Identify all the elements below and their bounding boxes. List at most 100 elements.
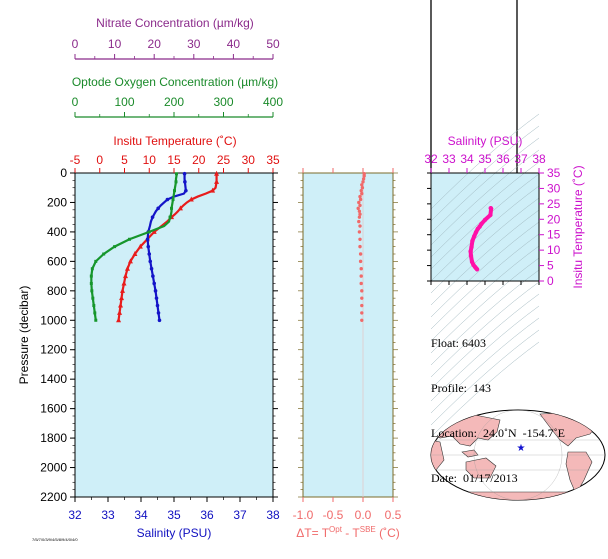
ts-salinity-tick-label: 38 bbox=[532, 152, 546, 166]
temperature-axis-title: Insitu Temperature (˚C) bbox=[113, 134, 236, 148]
float-label: Float: bbox=[431, 336, 460, 350]
location-label: Location: bbox=[431, 426, 477, 440]
delta-t-point bbox=[360, 296, 364, 300]
delta-t-point bbox=[357, 200, 361, 205]
ts-point bbox=[482, 217, 488, 223]
ts-salinity-tick-label: 36 bbox=[496, 152, 510, 166]
nitrate-tick-label: 0 bbox=[72, 37, 79, 51]
delta-t-point bbox=[360, 311, 364, 315]
pressure-tick-label: 1600 bbox=[40, 402, 67, 416]
pressure-tick-label: 1800 bbox=[40, 431, 67, 445]
delta-t-tick-label: 0.0 bbox=[355, 508, 372, 522]
delta-t-point bbox=[359, 281, 363, 286]
oxygen-point bbox=[89, 274, 93, 278]
oxygen-tick-label: 100 bbox=[114, 95, 134, 109]
oxygen-point bbox=[92, 304, 96, 308]
float-id-row: Float: 6403 bbox=[431, 336, 565, 351]
delta-t-point bbox=[358, 252, 363, 256]
float-location-marker: ★ bbox=[517, 443, 526, 454]
delta-t-point bbox=[357, 230, 362, 234]
delta-t-point bbox=[361, 177, 366, 181]
temperature-point bbox=[118, 302, 124, 308]
pressure-tick-label: 1400 bbox=[40, 372, 67, 386]
delta-t-point bbox=[362, 174, 366, 178]
oxygen-point bbox=[90, 289, 94, 293]
salinity-axis-title: Salinity (PSU) bbox=[137, 526, 212, 540]
temperature-point bbox=[137, 243, 143, 249]
ts-density-contour bbox=[430, 125, 540, 222]
float-info: Float: 6403 Profile: 143 Location: 24.0˚… bbox=[431, 306, 565, 501]
footer-tiny-text: 7/5/7/0/3/9/4/5/8/9/4/0/4/0 bbox=[32, 537, 78, 542]
nitrate-tick-label: 10 bbox=[108, 37, 122, 51]
temperature-point bbox=[124, 265, 130, 271]
nitrate-tick-label: 20 bbox=[148, 37, 162, 51]
oxygen-tick-label: 300 bbox=[213, 95, 233, 109]
ts-density-contour bbox=[430, 233, 540, 330]
pressure-tick-label: 800 bbox=[47, 284, 67, 298]
ts-temperature-tick-label: 30 bbox=[547, 181, 561, 195]
pressure-tick-label: 600 bbox=[47, 254, 67, 268]
oxygen-tick-label: 400 bbox=[263, 95, 283, 109]
temperature-tick-label: 10 bbox=[143, 153, 157, 167]
date-row: Date: 01/17/2013 bbox=[431, 471, 565, 486]
pressure-tick-label: 2200 bbox=[40, 490, 67, 504]
delta-t-point bbox=[361, 180, 365, 184]
salinity-point bbox=[155, 303, 160, 308]
temperature-tick-label: 35 bbox=[266, 153, 280, 167]
delta-t-point bbox=[358, 203, 362, 208]
delta-t-point bbox=[358, 194, 362, 199]
oxygen-point bbox=[113, 245, 117, 249]
ts-temperature-tick-label: 35 bbox=[547, 166, 561, 180]
salinity-tick-label: 38 bbox=[266, 508, 280, 522]
ts-density-contour bbox=[430, 197, 540, 294]
ts-density-contour bbox=[430, 161, 540, 258]
oxygen-point bbox=[93, 311, 97, 315]
ts-density-contour bbox=[430, 209, 540, 306]
ts-density-contour bbox=[430, 245, 540, 342]
delta-t-tick-label: 0.5 bbox=[385, 508, 402, 522]
delta-t-point bbox=[358, 237, 362, 241]
delta-t-axis-title: ΔT= TOpt - TSBE (˚C) bbox=[296, 525, 400, 540]
temperature-point bbox=[214, 178, 220, 184]
pressure-tick-label: 1200 bbox=[40, 343, 67, 357]
date-value: 01/17/2013 bbox=[463, 471, 518, 485]
salinity-point bbox=[156, 311, 161, 315]
ts-temperature-tick-label: 20 bbox=[547, 212, 561, 226]
location-value: 24.0˚N -154.7˚E bbox=[482, 426, 565, 440]
oxygen-point bbox=[147, 230, 151, 234]
salinity-point bbox=[183, 180, 187, 184]
temperature-point bbox=[132, 251, 138, 256]
ts-density-contour bbox=[430, 269, 540, 366]
delta-t-plot-background bbox=[302, 172, 394, 498]
temperature-tick-label: 30 bbox=[242, 153, 256, 167]
salinity-point bbox=[146, 244, 151, 249]
salinity-tick-label: 34 bbox=[134, 508, 148, 522]
oxygen-tick-label: 0 bbox=[72, 95, 79, 109]
ts-temperature-tick-label: 0 bbox=[547, 274, 554, 288]
delta-t-point bbox=[359, 188, 363, 193]
pressure-tick-label: 200 bbox=[47, 195, 67, 209]
ts-density-contour bbox=[430, 341, 540, 438]
pressure-tick-label: 0 bbox=[60, 166, 67, 180]
salinity-tick-label: 33 bbox=[101, 508, 115, 522]
delta-t-point bbox=[357, 219, 361, 224]
ts-point bbox=[474, 267, 480, 272]
salinity-tick-label: 32 bbox=[68, 508, 82, 522]
date-label: Date: bbox=[431, 471, 457, 485]
ts-salinity-tick-label: 32 bbox=[424, 152, 438, 166]
ts-temperature-axis-title: Insitu Temperature (˚C) bbox=[571, 165, 585, 288]
temperature-point bbox=[188, 196, 194, 202]
oxygen-point bbox=[94, 318, 98, 322]
ts-density-contour bbox=[430, 149, 540, 246]
nitrate-axis-title: Nitrate Concentration (µm/kg) bbox=[96, 16, 254, 30]
ts-point bbox=[488, 212, 493, 218]
temperature-tick-label: 25 bbox=[217, 153, 231, 167]
float-value: 6403 bbox=[462, 336, 487, 350]
temperature-point bbox=[122, 273, 128, 279]
oxygen-point bbox=[168, 215, 172, 219]
ts-temperature-tick-label: 15 bbox=[547, 228, 561, 242]
ts-salinity-axis-title: Salinity (PSU) bbox=[448, 134, 523, 148]
